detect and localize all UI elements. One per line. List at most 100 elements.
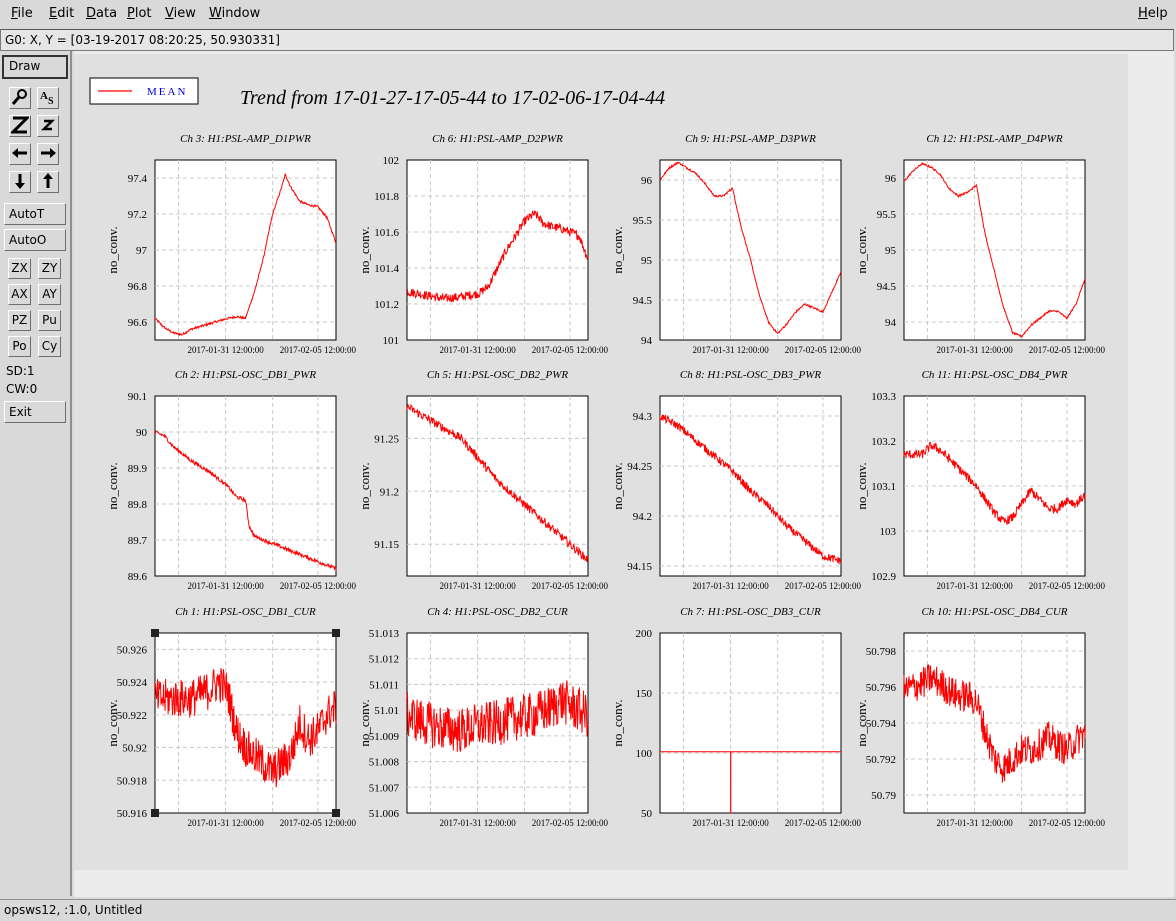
y-tick-label: 50.926 [117, 644, 148, 656]
series-trace-mean [154, 668, 337, 788]
ay-button[interactable]: AY [38, 284, 61, 305]
y-tick-label: 50.92 [122, 743, 147, 755]
x-tick-label: 2017-02-05 12:00:00 [1029, 581, 1106, 591]
auto-t-button[interactable]: AutoT [4, 203, 66, 225]
x-tick-label: 2017-01-31 12:00:00 [187, 818, 264, 828]
menu-help[interactable]: Help [1138, 6, 1168, 21]
x-tick-label: 2017-01-31 12:00:00 [439, 581, 516, 591]
arrow-left-icon[interactable] [9, 143, 31, 165]
zoom-out-small-icon[interactable] [37, 115, 59, 137]
svg-text:S: S [48, 96, 54, 106]
y-tick-label: 101.6 [374, 227, 399, 239]
y-tick-label: 94.5 [633, 295, 653, 307]
x-tick-label: 2017-02-05 12:00:00 [532, 818, 609, 828]
y-tick-label: 96 [885, 173, 897, 185]
series-trace-mean [659, 414, 842, 565]
arrow-up-icon[interactable] [37, 171, 59, 193]
trend-plots[interactable]: MEAN Trend from 17-01-27-17-05-44 to 17-… [74, 54, 1128, 870]
cy-button[interactable]: Cy [38, 336, 61, 357]
series-trace-mean [660, 751, 841, 814]
y-tick-label: 94.15 [627, 561, 652, 573]
menu-edit[interactable]: Edit [49, 6, 75, 21]
menu-data[interactable]: Data [86, 6, 118, 21]
x-tick-label: 2017-01-31 12:00:00 [439, 345, 516, 355]
plot-frame [659, 159, 842, 341]
plot-frame [154, 632, 337, 814]
y-tick-label: 101.2 [374, 299, 399, 311]
plot-11: 50 100 150 200 2017-01-31 12:00:00 2017-02-05… [610, 606, 862, 828]
y-tick-label: 91.15 [374, 539, 399, 551]
zy-button[interactable]: ZY [38, 258, 61, 279]
plot-frame [154, 159, 337, 341]
y-tick-label: 200 [636, 628, 653, 640]
ax-button[interactable]: AX [8, 284, 31, 305]
draw-button[interactable]: Draw [2, 55, 68, 79]
x-tick-label: 2017-02-05 12:00:00 [785, 345, 862, 355]
y-axis-label: no_conv. [357, 462, 372, 509]
menu-window[interactable]: Window [209, 6, 261, 21]
y-axis-label: no_conv. [854, 462, 869, 509]
plot-5: 89.6 89.7 89.8 89.9 90 90.1 2017-01-31 12:00:0… [105, 369, 357, 591]
coordinate-readout-bar: G0: X, Y = [03-19-2017 08:20:25, 50.9303… [0, 29, 1174, 51]
y-tick-label: 51.012 [369, 654, 399, 666]
x-tick-label: 2017-01-31 12:00:00 [936, 581, 1013, 591]
zoom-in-big-icon[interactable] [9, 115, 31, 137]
menu-view[interactable]: View [165, 6, 196, 21]
series-trace-mean [903, 441, 1086, 525]
y-tick-label: 91.2 [380, 486, 399, 498]
y-tick-label: 95.5 [633, 215, 653, 227]
x-tick-label: 2017-02-05 12:00:00 [1029, 345, 1106, 355]
menu-plot[interactable]: Plot [127, 6, 152, 21]
y-tick-label: 51.007 [369, 782, 400, 794]
y-tick-label: 89.8 [128, 499, 148, 511]
plot-frame [903, 632, 1086, 814]
x-tick-label: 2017-01-31 12:00:00 [692, 581, 769, 591]
graph-canvas[interactable]: MEAN Trend from 17-01-27-17-05-44 to 17-… [74, 54, 1128, 870]
magnify-icon[interactable] [9, 87, 31, 109]
y-tick-label: 91.25 [374, 433, 399, 445]
plot-title: Ch 7: H1:PSL-OSC_DB3_CUR [680, 606, 821, 618]
y-tick-label: 50.922 [117, 710, 147, 722]
auto-o-button[interactable]: AutoO [4, 229, 66, 251]
y-tick-label: 102 [383, 155, 400, 167]
plot-7: 94.15 94.2 94.25 94.3 2017-01-31 12:00:00 201… [610, 369, 862, 591]
plot-12: 50.79 50.792 50.794 50.796 50.798 2017-01-31 … [854, 606, 1106, 828]
plot-frame [659, 632, 842, 814]
y-axis-label: no_conv. [610, 462, 625, 509]
graph-area: MEAN Trend from 17-01-27-17-05-44 to 17-… [74, 51, 1174, 897]
x-tick-label: 2017-02-05 12:00:00 [785, 818, 862, 828]
y-tick-label: 97.2 [128, 209, 147, 221]
exit-button[interactable]: Exit [4, 401, 66, 423]
y-axis-label: no_conv. [357, 226, 372, 273]
po-button[interactable]: Po [8, 336, 31, 357]
y-tick-label: 89.6 [128, 571, 148, 583]
series-trace-mean [406, 680, 589, 752]
cw-label: CW:0 [6, 382, 38, 396]
plot-6: 91.15 91.2 91.25 2017-01-31 12:00:00 2017-02… [357, 369, 609, 591]
y-tick-label: 51.009 [369, 731, 400, 743]
y-tick-label: 51.006 [369, 808, 400, 820]
menu-file[interactable]: File [11, 6, 33, 21]
svg-text:A: A [40, 90, 48, 102]
pz-button[interactable]: PZ [8, 310, 31, 331]
arrow-down-icon[interactable] [9, 171, 31, 193]
x-tick-label: 2017-01-31 12:00:00 [439, 818, 516, 828]
pu-button[interactable]: Pu [38, 310, 61, 331]
selection-handle [151, 629, 159, 637]
y-tick-label: 102.9 [871, 571, 896, 583]
x-tick-label: 2017-01-31 12:00:00 [936, 345, 1013, 355]
x-tick-label: 2017-02-05 12:00:00 [280, 581, 357, 591]
plot-frame [903, 395, 1086, 577]
y-tick-label: 50.792 [866, 754, 896, 766]
y-tick-label: 94.2 [633, 511, 652, 523]
arrow-right-icon[interactable] [37, 143, 59, 165]
y-axis-label: no_conv. [610, 699, 625, 746]
series-trace-mean [659, 161, 842, 335]
series-trace-mean [154, 430, 337, 572]
y-tick-label: 95 [885, 245, 897, 257]
y-tick-label: 96 [641, 175, 653, 187]
plot-title: Ch 8: H1:PSL-OSC_DB3_PWR [680, 369, 821, 381]
y-tick-label: 94.25 [627, 461, 652, 473]
zx-button[interactable]: ZX [8, 258, 31, 279]
